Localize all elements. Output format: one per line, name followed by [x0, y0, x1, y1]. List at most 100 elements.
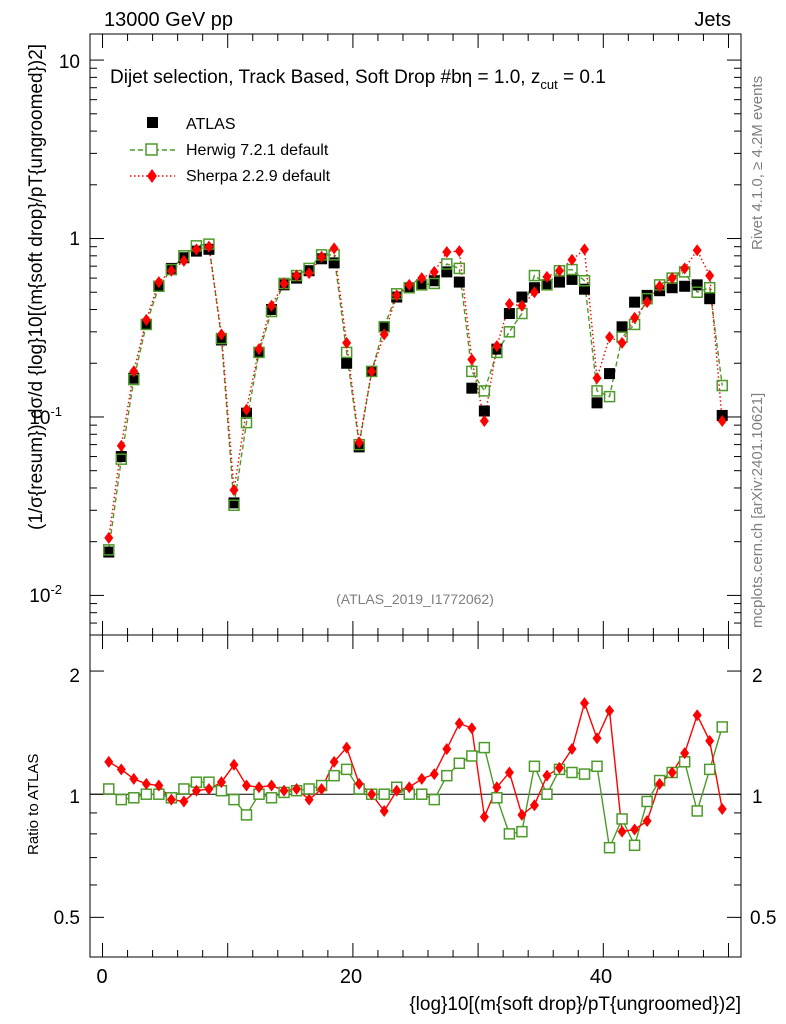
herwig-point	[466, 365, 478, 378]
sherpa-point	[392, 289, 402, 302]
legend-herwig-label: Herwig 7.2.1 default	[186, 142, 329, 159]
sherpa-ratio-point	[354, 777, 364, 790]
xtick-20: 20	[340, 966, 362, 988]
herwig-ratio-point	[328, 769, 340, 782]
sherpa-ratio-point	[317, 782, 327, 795]
sherpa-ratio-point	[241, 779, 251, 792]
sherpa-ratio-point	[517, 808, 527, 821]
herwig-point	[453, 262, 466, 275]
atlas-point	[228, 497, 240, 509]
sherpa-point	[179, 254, 189, 267]
sherpa-ratio-point	[554, 761, 564, 774]
atlas-point	[604, 368, 616, 380]
sherpa-point	[116, 439, 126, 452]
sherpa-point	[680, 262, 690, 275]
sherpa-point	[467, 353, 477, 366]
herwig-ratio-point	[240, 809, 253, 821]
herwig-line	[108, 243, 723, 550]
herwig-ratio-point	[703, 763, 716, 776]
sherpa-ratio-point	[429, 768, 439, 781]
legend-herwig-marker	[145, 143, 158, 156]
ratio-ytick-05-right: 0.5	[750, 908, 776, 929]
atlas-point	[416, 279, 428, 291]
herwig-point	[528, 269, 541, 282]
sherpa-ratio-point	[642, 815, 652, 828]
sherpa-point	[317, 250, 327, 263]
sherpa-point	[104, 531, 114, 544]
herwig-ratio-point	[566, 766, 578, 779]
ratio-ytick-05: 0.5	[54, 908, 80, 929]
sherpa-ratio-point	[630, 823, 640, 836]
sherpa-ratio-point	[667, 766, 677, 779]
sherpa-point	[429, 265, 439, 278]
sherpa-point	[329, 242, 339, 255]
sherpa-point	[279, 277, 289, 290]
sherpa-ratio-point	[141, 777, 151, 790]
herwig-ratio-point	[466, 750, 478, 762]
sherpa-ratio-point	[692, 709, 702, 722]
atlas-point	[641, 289, 653, 301]
herwig-point	[716, 379, 728, 392]
sherpa-point	[367, 365, 377, 378]
selection-title: Dijet selection, Track Based, Soft Drop …	[110, 67, 606, 92]
herwig-ratio-point	[228, 793, 240, 806]
sherpa-ratio-point	[617, 825, 627, 838]
ratio-series-group	[103, 697, 728, 854]
atlas-point	[579, 283, 591, 295]
sherpa-ratio-point	[116, 763, 126, 776]
sherpa-ratio-point	[504, 766, 514, 779]
atlas-point	[453, 276, 465, 288]
ratio-panel-frame	[89, 634, 742, 958]
zcut-subscript: cut	[540, 77, 558, 92]
sherpa-point	[717, 414, 727, 427]
atlas-point	[378, 321, 390, 333]
sherpa-ratio-point	[129, 772, 139, 785]
sherpa-ratio-point	[304, 793, 314, 806]
herwig-ratio-point	[340, 763, 353, 776]
sherpa-ratio-point	[404, 781, 414, 794]
xtick-0: 0	[96, 966, 107, 988]
ytick-10: 10	[59, 52, 80, 73]
herwig-point	[478, 385, 491, 397]
legend-atlas-marker	[147, 117, 158, 128]
xtick-40: 40	[590, 966, 612, 988]
sherpa-ratio-point	[342, 741, 352, 754]
sherpa-ratio-point	[104, 755, 114, 768]
ratio-axis-ticks	[90, 635, 741, 957]
main-y-tick-labels: 10 1 10-1 10-2	[29, 52, 80, 607]
sherpa-point	[379, 328, 389, 341]
atlas-point	[691, 279, 703, 291]
atlas-point	[428, 275, 440, 287]
sherpa-point	[304, 267, 314, 280]
atlas-point	[553, 276, 565, 288]
sherpa-point	[492, 339, 502, 352]
atlas-point	[341, 357, 353, 369]
herwig-ratio-point	[603, 841, 616, 854]
ytick-10m1-base: 10	[29, 408, 50, 429]
sherpa-point	[554, 264, 564, 277]
sherpa-line	[108, 245, 723, 538]
herwig-point	[503, 326, 516, 338]
herwig-ratio-point	[516, 825, 528, 838]
main-y-axis-label: (1/σ{resum}) dσ/d {log}10[(m{soft drop}/…	[26, 44, 47, 530]
legend-atlas-label: ATLAS	[186, 116, 236, 133]
herwig-point	[115, 453, 128, 465]
ytick-10m2-exp: -2	[50, 582, 62, 597]
herwig-ratio-point	[503, 828, 516, 840]
sherpa-ratio-line	[108, 700, 723, 833]
sherpa-point	[567, 253, 577, 266]
herwig-ratio-point	[541, 788, 553, 800]
main-axis-ticks	[90, 34, 741, 636]
sherpa-ratio-point	[367, 788, 377, 801]
ytick-10m1: 10-1	[29, 404, 62, 429]
atlas-point	[591, 397, 603, 409]
atlas-point	[541, 279, 553, 291]
x-axis-label: {log}10[(m{soft drop}/pT{ungroomed})2]	[409, 994, 741, 1015]
sherpa-point	[216, 328, 226, 341]
atlas-point	[441, 266, 453, 278]
sherpa-point	[692, 244, 702, 257]
sherpa-point	[517, 299, 527, 312]
sherpa-ratio-point	[204, 782, 214, 795]
ratio-y-tick-labels-right: 2 1 0.5	[750, 666, 776, 929]
